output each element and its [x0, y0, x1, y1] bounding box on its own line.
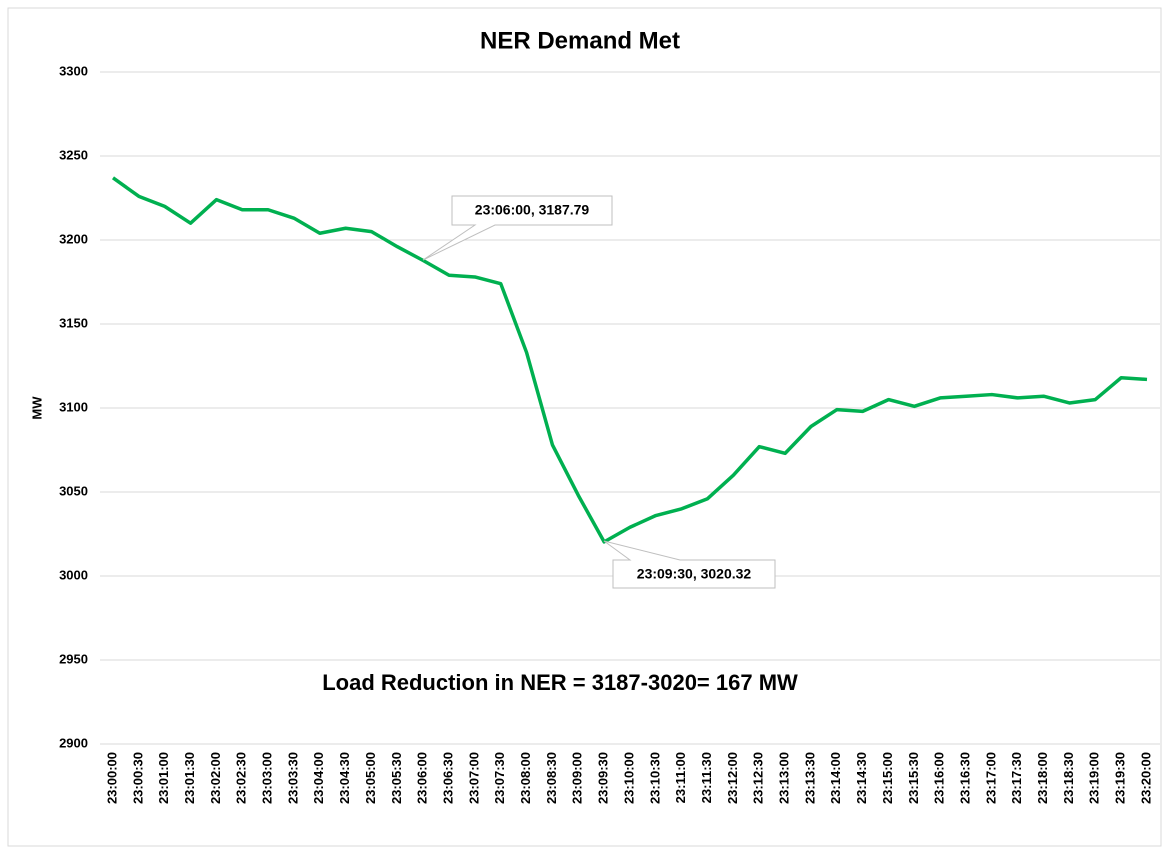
x-tick-label: 23:08:00: [518, 752, 533, 804]
x-tick-label: 23:03:00: [260, 752, 275, 804]
x-tick-label: 23:10:00: [621, 752, 636, 804]
x-tick-label: 23:11:00: [673, 752, 688, 803]
x-tick-label: 23:19:30: [1113, 752, 1128, 804]
x-tick-label: 23:06:30: [440, 752, 455, 804]
y-tick-label: 3050: [59, 483, 88, 498]
x-tick-label: 23:12:00: [725, 752, 740, 804]
x-tick-label: 23:17:30: [1009, 752, 1024, 804]
y-tick-label: 3100: [59, 399, 88, 414]
x-tick-label: 23:19:00: [1087, 752, 1102, 804]
data-line: [111, 176, 1148, 544]
x-tick-label: 23:18:30: [1061, 752, 1076, 804]
x-tick-label: 23:07:30: [492, 752, 507, 804]
x-tick-label: 23:20:00: [1138, 752, 1153, 804]
x-tick-label: 23:09:00: [570, 752, 585, 804]
x-tick-label: 23:14:30: [854, 752, 869, 804]
x-tick-label: 23:12:30: [751, 752, 766, 804]
y-tick-label: 2900: [59, 735, 88, 750]
x-tick-label: 23:17:00: [983, 752, 998, 804]
x-tick-label: 23:08:30: [544, 752, 559, 804]
annotation: 23:06:00, 3187.79: [475, 202, 590, 218]
y-tick-label: 3000: [59, 567, 88, 582]
x-tick-label: 23:15:00: [880, 752, 895, 804]
annotation: 23:09:30, 3020.32: [637, 566, 752, 582]
x-tick-label: 23:02:00: [208, 752, 223, 804]
chart-title: NER Demand Met: [480, 27, 680, 54]
x-tick-label: 23:04:30: [337, 752, 352, 804]
chart-frame: [7, 7, 1162, 847]
x-tick-label: 23:01:00: [156, 752, 171, 804]
x-tick-label: 23:06:00: [415, 752, 430, 804]
x-tick-label: 23:05:00: [363, 752, 378, 804]
y-tick-label: 3150: [59, 315, 88, 330]
x-tick-label: 23:15:30: [906, 752, 921, 804]
callout: [422, 195, 613, 261]
x-tick-label: 23:10:30: [647, 752, 662, 804]
x-tick-label: 23:13:30: [802, 752, 817, 804]
x-tick-label: 23:03:30: [285, 752, 300, 804]
x-tick-label: 23:00:30: [130, 752, 145, 804]
x-tick-label: 23:04:00: [311, 752, 326, 804]
x-tick-label: 23:16:30: [957, 752, 972, 804]
x-tick-label: 23:01:30: [182, 752, 197, 804]
x-tick-label: 23:14:00: [828, 752, 843, 804]
y-tick-label: 2950: [59, 651, 88, 666]
y-axis-label: MW: [29, 396, 44, 420]
x-tick-label: 23:02:30: [234, 752, 249, 804]
x-tick-label: 23:18:00: [1035, 752, 1050, 804]
y-tick-label: 3250: [59, 147, 88, 162]
annotation: Load Reduction in NER = 3187-3020= 167 M…: [322, 670, 798, 695]
x-tick-label: 23:13:00: [777, 752, 792, 804]
x-tick-label: 23:16:00: [932, 752, 947, 804]
x-tick-label: 23:07:00: [466, 752, 481, 804]
y-tick-label: 3200: [59, 231, 88, 246]
x-tick-label: 23:05:30: [389, 752, 404, 804]
y-tick-label: 3300: [59, 63, 88, 78]
x-tick-label: 23:11:30: [699, 752, 714, 803]
callout: [603, 540, 776, 589]
x-tick-label: 23:09:30: [596, 752, 611, 804]
x-tick-label: 23:00:00: [104, 752, 119, 804]
